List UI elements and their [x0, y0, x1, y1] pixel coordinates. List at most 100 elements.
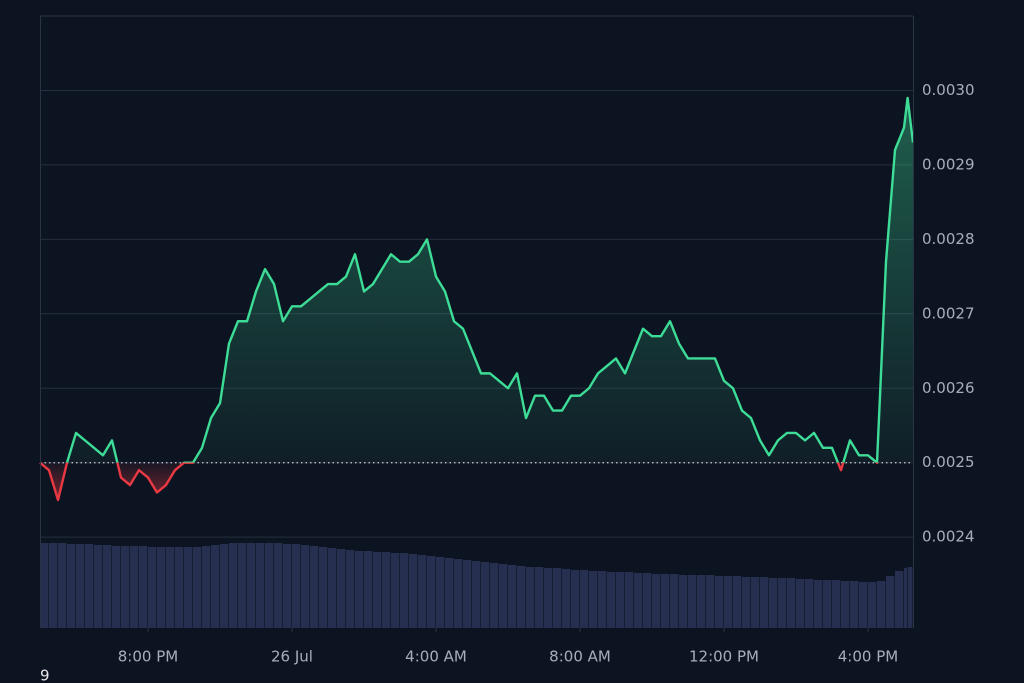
volume-bar — [616, 572, 625, 628]
volume-bar — [454, 559, 463, 628]
volume-bar — [337, 549, 346, 628]
price-area — [40, 97, 913, 500]
volume-bar — [832, 580, 841, 628]
volume-bar — [418, 555, 427, 628]
volume-bar — [907, 567, 913, 628]
volume-bar — [652, 574, 661, 628]
y-tick-label: 0.0030 — [922, 81, 975, 99]
volume-bar — [211, 545, 220, 628]
x-tick-label: 4:00 AM — [405, 648, 467, 666]
volume-bar — [85, 544, 94, 628]
volume-bar — [148, 547, 157, 628]
volume-bar — [193, 547, 202, 628]
volume-bar — [742, 577, 751, 628]
volume-bar — [724, 576, 733, 628]
volume-bar — [544, 568, 553, 628]
volume-bar — [607, 572, 616, 628]
volume-bar — [400, 553, 409, 628]
volume-bar — [769, 578, 778, 628]
volume-bar — [265, 543, 274, 628]
volume-bar — [904, 568, 907, 628]
volume-bar — [499, 564, 508, 628]
volume-bar — [580, 570, 589, 628]
volume-bar — [220, 544, 229, 628]
volume-bar — [373, 552, 382, 628]
volume-bar — [877, 581, 886, 628]
volume-bar — [112, 546, 121, 628]
volume-bar — [436, 557, 445, 628]
volume-bar — [184, 547, 193, 628]
volume-bar — [814, 580, 823, 628]
y-tick-label: 0.0026 — [922, 379, 975, 397]
volume-bar — [481, 562, 490, 628]
y-tick-label: 0.0029 — [922, 155, 975, 173]
volume-bar — [67, 544, 76, 628]
volume-bar — [796, 579, 805, 628]
volume-bar — [805, 579, 814, 628]
volume-bar — [688, 575, 697, 628]
volume-bar — [238, 543, 247, 628]
volume-bar — [733, 576, 742, 628]
volume-bar — [391, 553, 400, 628]
volume-bar — [535, 567, 544, 628]
volume-bar — [256, 543, 265, 628]
footnote: 9 — [40, 667, 50, 683]
volume-bar — [751, 577, 760, 628]
volume-bar — [895, 571, 904, 628]
price-line — [39, 96, 915, 502]
volume-bar — [94, 545, 103, 628]
volume-bar — [139, 546, 148, 628]
volume-bar — [643, 573, 652, 628]
volume-bar — [427, 556, 436, 628]
volume-bar — [301, 545, 310, 628]
volume-bar — [868, 582, 877, 628]
volume-bar — [760, 577, 769, 628]
volume-bar — [157, 547, 166, 628]
volume-bar — [778, 578, 787, 628]
volume-bar — [625, 572, 634, 628]
volume-bar — [364, 551, 373, 628]
x-tick-label: 4:00 PM — [838, 648, 898, 666]
volume-bar — [283, 544, 292, 628]
volume-bar — [445, 558, 454, 628]
volume-bar — [634, 573, 643, 628]
volume-bar — [526, 567, 535, 628]
volume-bar — [850, 581, 859, 628]
y-tick-label: 0.0028 — [922, 230, 975, 248]
volume-bar — [76, 544, 85, 628]
volume-bar — [670, 574, 679, 628]
y-tick-label: 0.0027 — [922, 304, 975, 322]
x-tick-label: 12:00 PM — [689, 648, 759, 666]
volume-bar — [562, 569, 571, 628]
y-tick-label: 0.0025 — [922, 453, 975, 471]
volume-bar — [328, 548, 337, 628]
volume-bar — [292, 544, 301, 628]
volume-bar — [355, 551, 364, 628]
volume-bar — [517, 566, 526, 628]
volume-bar — [319, 547, 328, 628]
volume-bar — [58, 543, 67, 628]
volume-bar — [859, 582, 868, 628]
volume-bar — [598, 571, 607, 628]
volume-bar — [409, 554, 418, 628]
x-tick-label: 8:00 PM — [118, 648, 178, 666]
volume-bar — [589, 571, 598, 628]
volume-bar — [571, 570, 580, 628]
volume-bar — [463, 560, 472, 628]
volume-bar — [166, 547, 175, 628]
volume-bar — [679, 575, 688, 628]
volume-bar — [823, 580, 832, 628]
volume-bar — [40, 543, 49, 628]
volume-bar — [472, 561, 481, 628]
volume-bar — [175, 547, 184, 628]
volume-bar — [49, 543, 58, 628]
volume-bar — [382, 552, 391, 628]
x-tick-label: 8:00 AM — [549, 648, 611, 666]
volume-bar — [247, 543, 256, 628]
volume-bar — [103, 545, 112, 628]
volume-bar — [697, 575, 706, 628]
x-tick-label: 26 Jul — [271, 648, 313, 666]
volume-bar — [841, 581, 850, 628]
